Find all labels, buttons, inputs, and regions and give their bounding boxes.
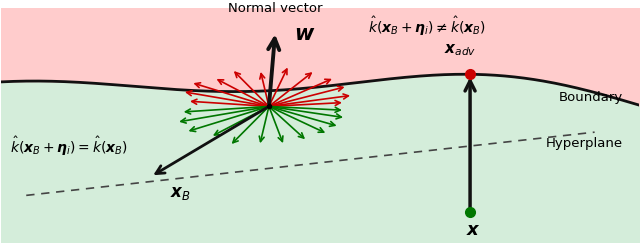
Text: $\boldsymbol{x}_{adv}$: $\boldsymbol{x}_{adv}$	[444, 42, 477, 58]
Text: Boundary: Boundary	[559, 91, 623, 103]
Text: Hyperplane: Hyperplane	[546, 137, 623, 150]
Text: Normal vector: Normal vector	[228, 2, 323, 15]
Text: $\boldsymbol{w}$: $\boldsymbol{w}$	[294, 24, 316, 44]
Text: $\hat{k}(\boldsymbol{x}_B + \boldsymbol{\eta}_i) \neq \hat{k}(\boldsymbol{x}_B)$: $\hat{k}(\boldsymbol{x}_B + \boldsymbol{…	[368, 15, 486, 38]
Text: $\boldsymbol{x}_B$: $\boldsymbol{x}_B$	[170, 184, 191, 202]
Text: $\boldsymbol{x}$: $\boldsymbol{x}$	[466, 221, 481, 239]
Text: $\hat{k}(\boldsymbol{x}_B + \boldsymbol{\eta}_i) = \hat{k}(\boldsymbol{x}_B)$: $\hat{k}(\boldsymbol{x}_B + \boldsymbol{…	[10, 134, 128, 158]
